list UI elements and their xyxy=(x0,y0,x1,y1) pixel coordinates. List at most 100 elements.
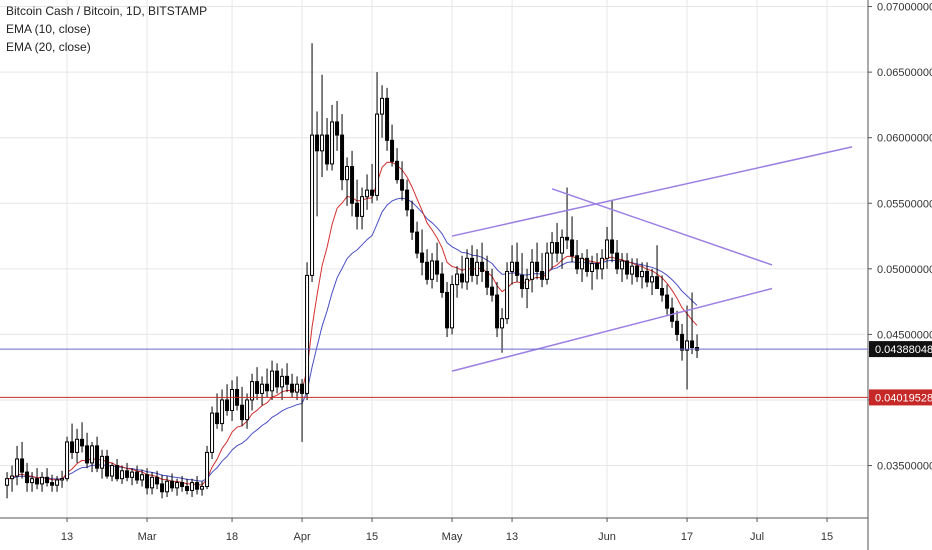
x-tick-label: Jun xyxy=(598,531,616,543)
channel-lower-line[interactable] xyxy=(451,287,773,372)
candle xyxy=(580,253,585,282)
candle-body xyxy=(660,288,665,296)
candle-body xyxy=(555,242,560,254)
candle-body xyxy=(160,483,165,493)
candle xyxy=(175,478,180,496)
candle-body xyxy=(530,261,535,280)
candle-body xyxy=(250,381,255,401)
x-tick-label: Mar xyxy=(138,531,157,543)
candle-body xyxy=(605,239,610,259)
candle xyxy=(210,406,215,459)
candle xyxy=(545,242,550,285)
candle-body xyxy=(690,340,695,349)
candle xyxy=(565,187,570,250)
ema20-legend: EMA (20, close) xyxy=(6,40,91,54)
candle-body xyxy=(375,113,380,196)
candle xyxy=(600,249,605,280)
candle xyxy=(655,245,660,290)
candle xyxy=(95,436,100,473)
candle-body xyxy=(490,286,495,296)
candle-body xyxy=(485,270,490,288)
candle-body xyxy=(370,189,375,196)
candle xyxy=(285,363,290,393)
candle-body xyxy=(365,189,370,198)
candle-body xyxy=(630,265,635,275)
candle-body xyxy=(325,134,330,165)
candle-body xyxy=(25,471,30,484)
candle-body xyxy=(220,399,225,425)
x-tick-label: 13 xyxy=(506,531,518,543)
candle xyxy=(485,255,490,296)
candle-body xyxy=(205,451,210,488)
candle xyxy=(685,305,690,390)
candle xyxy=(435,242,440,282)
candle-body xyxy=(465,257,470,283)
descending-trend-line[interactable] xyxy=(551,188,773,266)
candle-body xyxy=(225,399,230,411)
candle xyxy=(120,465,125,484)
candle-body xyxy=(385,97,390,141)
candle xyxy=(135,465,140,484)
candle xyxy=(65,436,70,482)
candle-body xyxy=(575,255,580,270)
candle-body xyxy=(170,480,175,489)
channel-upper-line[interactable] xyxy=(451,146,853,237)
candle xyxy=(200,481,205,496)
candle xyxy=(315,111,320,217)
candle-body xyxy=(410,209,415,233)
candle-body xyxy=(60,478,65,481)
candle-body xyxy=(545,252,550,280)
candle xyxy=(360,187,365,230)
candle-body xyxy=(610,239,615,254)
candle-body xyxy=(200,486,205,490)
candle xyxy=(380,85,385,138)
candle xyxy=(340,114,345,191)
candle-body xyxy=(595,263,600,270)
candle-body xyxy=(15,458,20,477)
candle-body xyxy=(435,260,440,275)
candle-body xyxy=(500,318,505,329)
candle-body xyxy=(310,134,315,276)
candle-body xyxy=(45,476,50,484)
candle-body xyxy=(100,455,105,469)
candle xyxy=(235,376,240,411)
candle-body xyxy=(65,441,70,480)
candle-body xyxy=(470,257,475,276)
candle xyxy=(530,249,535,293)
x-tick-label: 13 xyxy=(61,531,73,543)
candle xyxy=(590,255,595,290)
candle xyxy=(515,242,520,282)
x-tick-label: 18 xyxy=(226,531,238,543)
candle xyxy=(395,148,400,184)
candle-body xyxy=(150,476,155,489)
candle-body xyxy=(300,383,305,394)
candle xyxy=(635,258,640,282)
candle-body xyxy=(315,134,320,152)
candle xyxy=(470,245,475,282)
candle xyxy=(650,268,655,296)
candle-body xyxy=(425,261,430,280)
candle xyxy=(265,368,270,398)
candle xyxy=(385,87,390,151)
candle xyxy=(560,229,565,269)
candle xyxy=(415,221,420,259)
candle-body xyxy=(245,399,250,421)
candle xyxy=(300,378,305,442)
candle xyxy=(205,445,210,490)
candle-body xyxy=(615,252,620,270)
candle-body xyxy=(420,252,425,263)
candle xyxy=(625,253,630,280)
candle-body xyxy=(535,261,540,272)
candle xyxy=(90,441,95,473)
candle-body xyxy=(445,291,450,329)
candle-body xyxy=(285,375,290,385)
y-tick-label: 0.03500000 xyxy=(877,461,932,473)
candle xyxy=(240,386,245,427)
candle xyxy=(475,249,480,285)
symbol-title: Bitcoin Cash / Bitcoin, 1D, BITSTAMP xyxy=(6,4,208,18)
candle-body xyxy=(5,478,10,486)
candle xyxy=(525,268,530,309)
candle xyxy=(410,200,415,240)
